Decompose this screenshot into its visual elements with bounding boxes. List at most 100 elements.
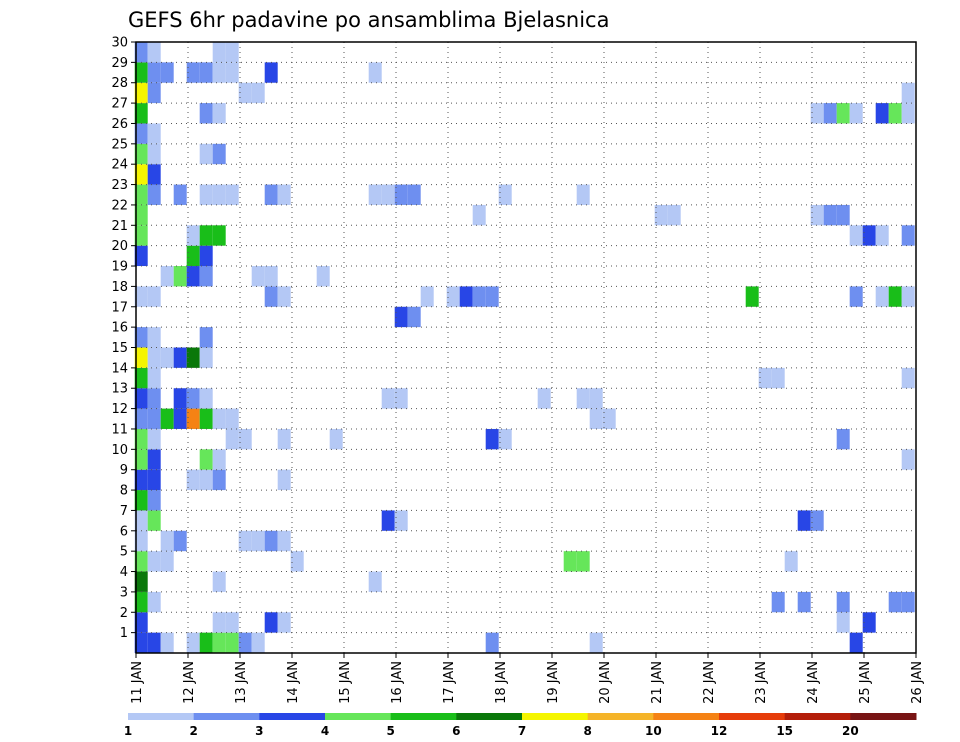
heatmap-cell [147,327,161,348]
y-tick-label: 12 [111,402,128,417]
heatmap-cell [264,62,278,83]
heatmap-cell [277,530,291,552]
x-tick-label: 25 JAN [858,661,873,704]
heatmap-cell [134,490,148,511]
heatmap-cell [147,143,161,165]
heatmap-cell [186,347,200,368]
heatmap-cell [810,204,824,226]
heatmap-cell [238,530,252,552]
heatmap-cell [875,103,889,124]
heatmap-cell [225,632,239,653]
colorbar-label: 20 [842,724,859,738]
heatmap-cell [225,62,239,83]
heatmap-cell [394,184,408,205]
heatmap-cell [862,612,876,633]
heatmap-cell [836,612,850,633]
x-tick-label: 16 JAN [390,661,405,704]
heatmap-cell [277,428,291,450]
y-tick-label: 26 [111,117,128,132]
heatmap-cell [186,225,200,246]
heatmap-cell [212,571,226,592]
y-tick-label: 15 [111,341,128,356]
heatmap-cell [901,367,915,389]
heatmap-cell [134,428,148,450]
y-tick-label: 23 [111,178,128,193]
heatmap-cell [134,62,148,83]
y-tick-label: 1 [120,626,128,641]
heatmap-cell [901,591,915,613]
heatmap-cell [251,530,265,552]
heatmap-cell [264,266,278,287]
heatmap-cell [173,530,187,552]
heatmap-cell [758,367,772,389]
heatmap-cell [134,42,148,63]
heatmap-cell [901,103,915,124]
heatmap-cell [537,388,551,409]
heatmap-cell [134,286,148,307]
heatmap-cell [134,367,148,389]
heatmap-cell [199,143,213,165]
y-tick-label: 6 [120,524,128,539]
colorbar: 1 2 3 4 5 6 7 8 10 12 15 20 [124,713,917,738]
y-axis-ticks: 1234567891011121314151617181920212223242… [111,36,136,641]
heatmap-cell [186,469,200,491]
heatmap-cell [199,62,213,83]
heatmap-cell [277,469,291,491]
heatmap-cell [147,510,161,531]
heatmap-cell [238,428,252,450]
heatmap-cell [160,347,174,368]
heatmap-cell [251,266,265,287]
heatmap-cell [225,42,239,63]
heatmap-cell [420,286,434,307]
heatmap-cell [186,266,200,287]
x-tick-label: 14 JAN [286,661,301,704]
x-tick-label: 17 JAN [442,661,457,704]
heatmap-cell [849,632,863,653]
heatmap-cell [563,551,577,572]
heatmap-cell [134,612,148,633]
heatmap-cell [199,449,213,470]
heatmap-cell [394,388,408,409]
heatmap-cell [251,632,265,653]
heatmap-cell [875,225,889,246]
heatmap-cell [745,286,759,307]
heatmap-cell [277,184,291,205]
colorbar-label: 12 [711,724,728,738]
heatmap-cell [199,327,213,348]
heatmap-cell [654,204,668,226]
heatmap-cell [147,408,161,429]
x-tick-label: 13 JAN [234,661,249,704]
heatmap-cell [368,62,382,83]
heatmap-cell [602,408,616,429]
y-tick-label: 28 [111,76,128,91]
heatmap-cell [173,408,187,429]
heatmap-cell [134,347,148,368]
heatmap-cell [134,225,148,246]
heatmap-cell [147,632,161,653]
colorbar-swatch [719,713,786,720]
heatmap-cell [225,184,239,205]
colorbar-swatch [390,713,457,720]
heatmap-cell [381,388,395,409]
heatmap-cell [134,82,148,104]
heatmap-cell [589,632,603,653]
heatmap-cell [186,632,200,653]
colorbar-swatch [850,713,917,720]
heatmap-cell [797,510,811,531]
y-tick-label: 29 [111,56,128,71]
heatmap-cell [134,245,148,267]
heatmap-cell [836,591,850,613]
heatmap-cell [849,103,863,124]
x-tick-label: 15 JAN [338,661,353,704]
x-tick-label: 22 JAN [702,661,717,704]
colorbar-swatch [193,713,260,720]
x-tick-label: 12 JAN [182,661,197,704]
heatmap-cell [173,347,187,368]
heatmap-cell [173,266,187,287]
x-tick-label: 24 JAN [806,661,821,704]
y-tick-label: 4 [120,565,128,580]
heatmap-cell [147,82,161,104]
heatmap-cell [173,388,187,409]
